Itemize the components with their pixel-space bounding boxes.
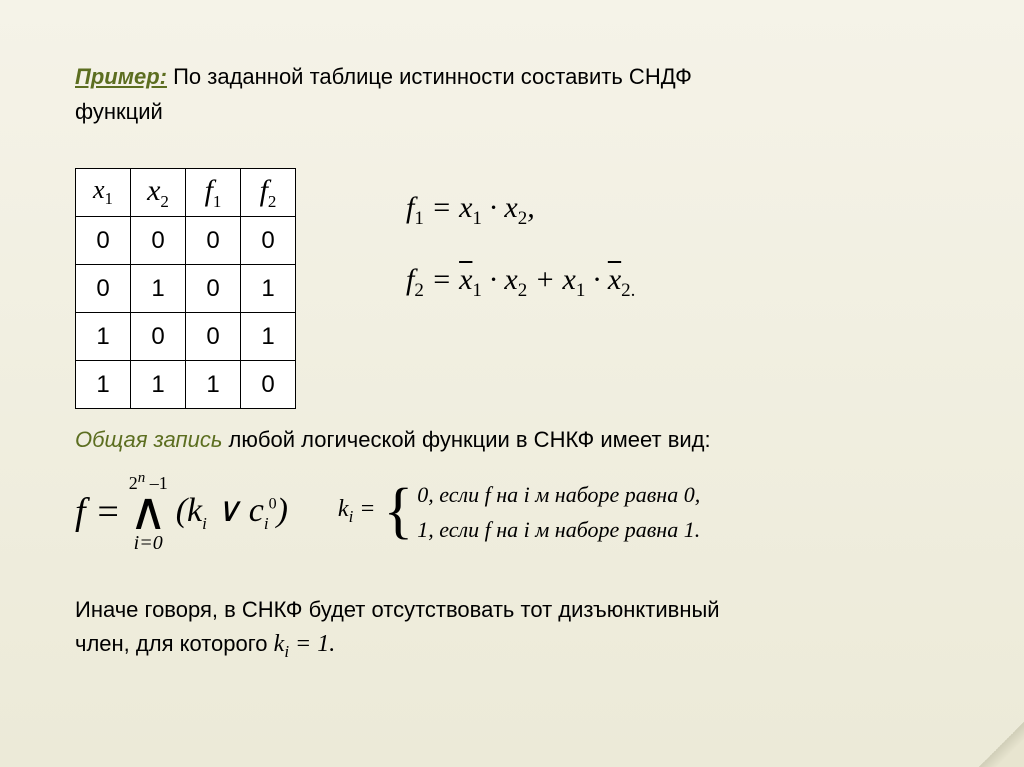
big-formula-row: f = 2n –1 ∧ i=0 (ki ∨ ci0) ki = { 0, есл…	[75, 471, 949, 553]
corner-fold-icon	[979, 722, 1024, 767]
bottom-line2: член, для которого ki = 1.	[75, 626, 949, 664]
title-text1: По заданной таблице истинности составить…	[167, 64, 692, 89]
content-row: x1 x2 f1 f2 0000 0101 1001 1110 f1 = x1 …	[75, 168, 949, 409]
brace-icon: {	[384, 484, 414, 540]
case-line-1: 0, если f на i м наборе равна 0,	[417, 477, 700, 512]
header-x1: x1	[76, 169, 131, 217]
case-line-2: 1, если f на i м наборе равна 1.	[417, 512, 700, 547]
cases-lines: 0, если f на i м наборе равна 0, 1, если…	[417, 477, 700, 547]
header-f2: f2	[241, 169, 296, 217]
subtitle-rest: любой логической функции в СНКФ имеет ви…	[222, 427, 710, 452]
header-x2: x2	[131, 169, 186, 217]
header-f1: f1	[186, 169, 241, 217]
table-row: 0101	[76, 265, 296, 313]
table-row: 1110	[76, 361, 296, 409]
formulas-block: f1 = x1 · x2, f2 = x1 · x2 + x1 · x2.	[406, 178, 635, 310]
table-row: 1001	[76, 313, 296, 361]
big-wedge-formula: f = 2n –1 ∧ i=0 (ki ∨ ci0)	[75, 471, 288, 553]
slide-title: Пример: По заданной таблице истинности с…	[75, 60, 949, 128]
ki-cases: ki = { 0, если f на i м наборе равна 0, …	[338, 477, 700, 547]
title-text2: функций	[75, 95, 949, 128]
bottom-text: Иначе говоря, в СНКФ будет отсутствовать…	[75, 593, 949, 664]
formula-f1: f1 = x1 · x2,	[406, 178, 635, 238]
truth-table: x1 x2 f1 f2 0000 0101 1001 1110	[75, 168, 296, 409]
table-row: 0000	[76, 217, 296, 265]
formula-f2: f2 = x1 · x2 + x1 · x2.	[406, 250, 635, 310]
subtitle: Общая запись любой логической функции в …	[75, 427, 949, 453]
paren-expression: (ki ∨ ci0)	[176, 490, 288, 534]
wedge-operator: 2n –1 ∧ i=0	[129, 471, 168, 553]
table-header-row: x1 x2 f1 f2	[76, 169, 296, 217]
title-emphasis: Пример:	[75, 64, 167, 89]
bottom-line1: Иначе говоря, в СНКФ будет отсутствовать…	[75, 593, 949, 626]
subtitle-emphasis: Общая запись	[75, 427, 222, 452]
